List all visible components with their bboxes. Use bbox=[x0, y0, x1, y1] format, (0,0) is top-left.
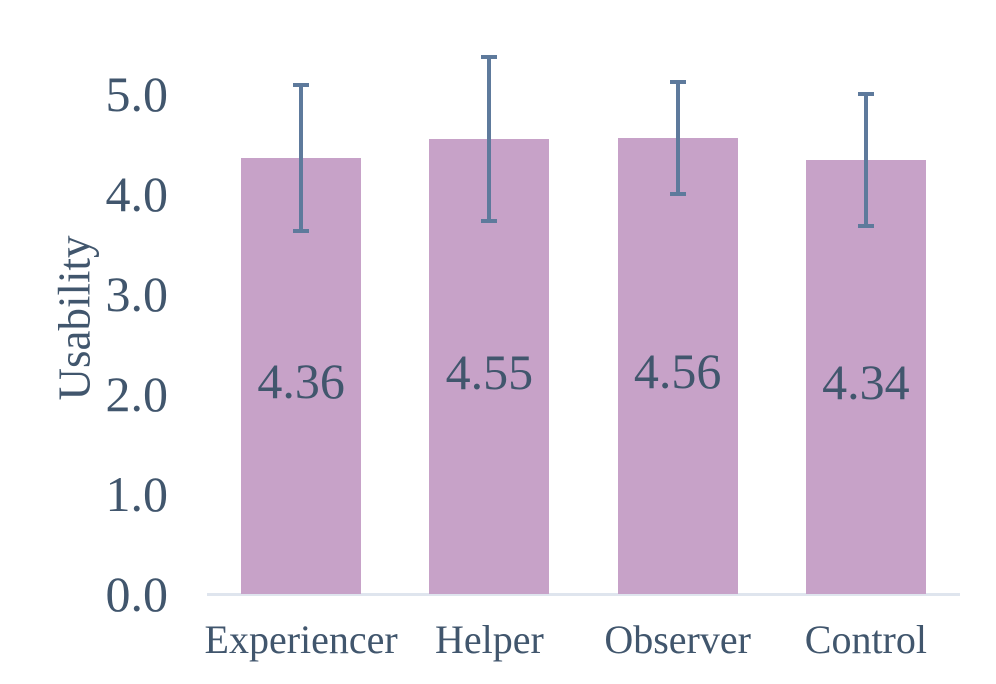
x-axis-category-label-observer: Observer bbox=[604, 617, 751, 662]
bar-value-label-experiencer: 4.36 bbox=[257, 353, 345, 409]
error-bar-line-helper bbox=[487, 57, 492, 221]
error-bar-cap-bottom-experiencer bbox=[293, 229, 310, 233]
error-bar-cap-top-control bbox=[857, 92, 874, 96]
error-bar-line-observer bbox=[675, 82, 680, 194]
bar-value-label-control: 4.34 bbox=[822, 354, 910, 410]
bar-value-label-observer: 4.56 bbox=[633, 343, 722, 399]
error-bar-cap-top-helper bbox=[481, 55, 498, 59]
error-bar-cap-top-observer bbox=[669, 80, 686, 84]
error-bar-line-experiencer bbox=[299, 85, 304, 231]
y-axis-tick-label: 0.0 bbox=[105, 566, 169, 622]
x-axis-category-label-experiencer: Experiencer bbox=[204, 617, 398, 662]
bar-value-label-helper: 4.55 bbox=[445, 343, 534, 400]
x-axis-category-label-helper: Helper bbox=[434, 617, 544, 662]
error-bar-cap-bottom-observer bbox=[669, 192, 686, 196]
y-axis-tick-label: 1.0 bbox=[105, 466, 169, 522]
y-axis-tick-label: 4.0 bbox=[105, 166, 169, 222]
y-axis-tick-label: 2.0 bbox=[105, 366, 169, 422]
x-axis-category-label-control: Control bbox=[804, 617, 927, 662]
error-bar-cap-bottom-control bbox=[857, 224, 874, 228]
error-bar-cap-top-experiencer bbox=[293, 83, 310, 87]
x-axis-line bbox=[207, 593, 960, 596]
y-axis-tick-label: 5.0 bbox=[105, 66, 169, 122]
error-bar-cap-bottom-helper bbox=[481, 219, 498, 223]
y-axis-tick-label: 3.0 bbox=[105, 266, 169, 322]
bar-observer bbox=[617, 138, 738, 594]
bar-control bbox=[805, 160, 926, 594]
error-bar-line-control bbox=[863, 94, 868, 226]
